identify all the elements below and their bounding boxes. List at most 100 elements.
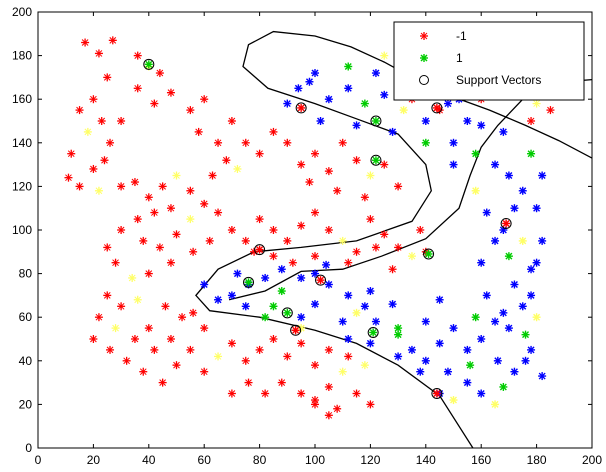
point-neg-63 <box>205 236 214 245</box>
x-tick-label-6: 120 <box>360 453 380 467</box>
legend-marker-2 <box>419 75 429 85</box>
point-pos-82 <box>471 186 480 195</box>
support-vector-marker-2 <box>371 117 380 125</box>
point-pos-101 <box>466 361 475 370</box>
point-pos-12 <box>504 171 513 180</box>
point-neg-129 <box>189 308 198 317</box>
point-pos-104 <box>491 400 500 409</box>
support-vector-marker-6 <box>424 249 433 258</box>
support-vector-9 <box>315 274 327 286</box>
point-pos-97 <box>322 260 331 269</box>
support-vector-marker-7 <box>502 219 511 228</box>
point-neg-91 <box>103 291 112 300</box>
point-pos-75 <box>294 84 303 93</box>
point-pos-59 <box>521 330 530 339</box>
support-vector-marker-8 <box>244 278 253 287</box>
point-neg-61 <box>227 226 236 234</box>
point-neg-57 <box>172 230 181 239</box>
point-neg-72 <box>283 236 292 245</box>
point-pos-41 <box>227 291 236 300</box>
point-pos-52 <box>394 324 403 333</box>
point-neg-120 <box>344 352 353 361</box>
point-neg-151 <box>527 117 536 125</box>
point-neg-92 <box>117 302 126 311</box>
point-neg-100 <box>172 361 181 370</box>
x-tick-label-2: 40 <box>142 453 156 467</box>
point-pos-87 <box>471 313 480 322</box>
point-neg-41 <box>380 160 389 169</box>
point-pos-1 <box>324 95 333 104</box>
point-neg-30 <box>255 149 264 158</box>
point-pos-90 <box>394 352 403 361</box>
support-vector-11 <box>290 324 302 336</box>
point-pos-35 <box>324 280 333 289</box>
point-neg-109 <box>297 339 306 348</box>
point-neg-64 <box>189 247 198 256</box>
point-pos-30 <box>407 345 416 354</box>
point-pos-95 <box>241 302 250 311</box>
point-neg-119 <box>227 389 236 398</box>
y-tick-label-10: 200 <box>12 5 32 19</box>
point-neg-94 <box>111 324 120 333</box>
point-neg-96 <box>106 345 115 354</box>
point-pos-49 <box>352 308 361 317</box>
point-neg-116 <box>277 378 286 387</box>
point-neg-3 <box>133 51 142 60</box>
point-neg-130 <box>133 295 142 304</box>
point-pos-47 <box>311 300 319 309</box>
point-neg-121 <box>360 361 369 370</box>
point-pos-51 <box>388 300 397 309</box>
point-neg-29 <box>241 138 250 147</box>
support-vector-1 <box>295 102 307 114</box>
point-neg-18 <box>75 182 84 191</box>
point-pos-84 <box>491 236 500 245</box>
point-neg-79 <box>288 258 297 267</box>
point-neg-76 <box>338 236 347 245</box>
point-neg-13 <box>83 127 92 136</box>
support-vector-10 <box>281 307 293 319</box>
support-vector-7 <box>500 217 512 229</box>
legend-entry-0: -1 <box>420 29 467 43</box>
point-pos-9 <box>449 138 458 147</box>
point-pos-91 <box>366 339 375 348</box>
point-neg-80 <box>269 252 278 261</box>
point-neg-112 <box>338 367 347 376</box>
point-pos-43 <box>200 280 209 289</box>
point-pos-73 <box>344 62 353 71</box>
point-neg-52 <box>150 208 159 217</box>
point-neg-107 <box>269 335 278 343</box>
point-neg-40 <box>366 171 375 180</box>
point-neg-67 <box>128 273 137 282</box>
point-neg-0 <box>81 38 90 47</box>
point-neg-117 <box>261 389 270 398</box>
point-neg-6 <box>166 88 175 97</box>
point-pos-57 <box>491 317 500 326</box>
x-tick-label-0: 0 <box>35 453 42 467</box>
y-tick-label-0: 0 <box>25 441 32 455</box>
support-vector-6 <box>423 248 435 260</box>
point-pos-89 <box>435 295 444 304</box>
point-pos-80 <box>421 138 430 147</box>
point-neg-71 <box>269 226 278 234</box>
point-neg-134 <box>324 411 333 420</box>
point-neg-55 <box>139 236 148 245</box>
point-neg-122 <box>200 324 209 333</box>
point-pos-38 <box>277 287 286 296</box>
point-neg-24 <box>200 95 209 104</box>
point-pos-76 <box>283 99 292 108</box>
point-pos-98 <box>538 372 547 381</box>
point-pos-58 <box>499 308 508 317</box>
point-neg-53 <box>133 215 142 224</box>
point-pos-72 <box>371 69 380 78</box>
point-pos-61 <box>527 291 536 300</box>
point-pos-0 <box>305 77 314 86</box>
support-vector-marker-4 <box>371 156 380 165</box>
point-neg-14 <box>106 138 115 147</box>
point-neg-77 <box>352 247 361 256</box>
point-neg-82 <box>366 215 375 224</box>
point-pos-74 <box>311 69 319 78</box>
point-neg-32 <box>208 171 217 180</box>
point-neg-60 <box>214 208 223 217</box>
point-pos-94 <box>261 313 270 322</box>
point-neg-108 <box>283 352 292 361</box>
